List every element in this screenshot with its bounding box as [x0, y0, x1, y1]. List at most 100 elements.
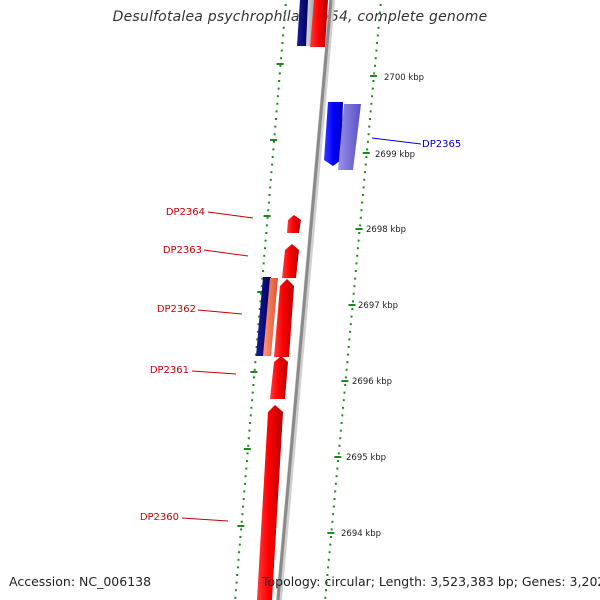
cds-dp2365-b[interactable]	[338, 104, 361, 170]
minor-tick	[341, 414, 344, 417]
minor-tick	[256, 330, 259, 333]
minor-tick	[366, 148, 369, 151]
gene-label-dp2363[interactable]: DP2363	[163, 245, 202, 256]
minor-tick	[249, 414, 252, 417]
minor-tick	[271, 163, 274, 166]
genome-summary-text: Topology: circular; Length: 3,523,383 bp…	[262, 574, 600, 589]
minor-tick	[264, 247, 266, 250]
minor-tick	[276, 95, 279, 98]
minor-tick	[250, 406, 253, 409]
minor-tick	[376, 34, 379, 37]
minor-tick	[261, 277, 264, 280]
minor-tick	[281, 42, 284, 44]
scale-label-2695: 2695 kbp	[346, 453, 386, 463]
minor-tick	[262, 270, 265, 272]
backbone	[276, 0, 333, 600]
leader-dp2362	[197, 309, 243, 315]
cds-dp2365[interactable]	[324, 102, 343, 166]
scale-label-2698: 2698 kbp	[366, 225, 406, 235]
minor-tick	[240, 528, 243, 531]
minor-tick	[258, 308, 261, 310]
minor-tick	[377, 26, 380, 29]
minor-tick	[246, 452, 249, 455]
leader-dp2364	[207, 211, 254, 219]
minor-tick	[371, 95, 374, 98]
minor-tick	[337, 460, 340, 462]
cds-dp2362-salmon[interactable]	[263, 278, 278, 356]
minor-tick	[330, 528, 333, 531]
minor-tick	[272, 148, 275, 151]
minor-tick	[332, 513, 335, 516]
gene-label-dp2362[interactable]: DP2362	[157, 304, 196, 315]
outer-tick-track	[324, 4, 382, 599]
scale-label-2700: 2700 kbp	[384, 73, 424, 83]
gene-label-dp2364[interactable]: DP2364	[166, 207, 205, 218]
major-tick	[237, 525, 245, 527]
minor-tick	[325, 589, 327, 592]
minor-tick	[352, 292, 355, 295]
gene-label-dp2365[interactable]: DP2365	[422, 139, 461, 150]
minor-tick	[365, 156, 368, 158]
minor-tick	[335, 475, 338, 478]
minor-tick	[332, 505, 335, 508]
minor-tick	[327, 558, 330, 561]
minor-tick	[265, 224, 268, 227]
minor-tick	[359, 224, 362, 227]
inner-tick-track	[234, 4, 287, 599]
minor-tick	[268, 194, 271, 196]
cds-top-navy[interactable]	[297, 0, 308, 46]
minor-tick	[282, 26, 285, 29]
minor-tick	[247, 444, 250, 447]
gene-label-dp2360[interactable]: DP2360	[140, 512, 179, 523]
minor-tick	[345, 368, 348, 371]
minor-tick	[352, 300, 354, 303]
major-tick	[250, 371, 258, 373]
minor-tick	[371, 87, 374, 90]
cds-dp2360[interactable]	[257, 405, 283, 600]
leader-dp2365	[371, 137, 422, 145]
cds-dp2362-navy[interactable]	[256, 277, 271, 356]
minor-tick	[283, 19, 286, 22]
minor-tick	[343, 391, 346, 394]
minor-tick	[368, 125, 371, 128]
minor-tick	[284, 11, 286, 14]
minor-tick	[351, 308, 354, 310]
cds-top-red[interactable]	[310, 0, 328, 47]
minor-tick	[276, 102, 279, 105]
minor-tick	[254, 361, 257, 364]
cds-dp2363[interactable]	[282, 244, 299, 278]
minor-tick	[237, 558, 240, 561]
minor-tick	[362, 186, 365, 189]
major-tick	[348, 304, 356, 306]
minor-tick	[254, 353, 257, 356]
minor-tick	[244, 482, 246, 485]
minor-tick	[249, 422, 252, 424]
minor-tick	[245, 467, 248, 470]
gene-label-dp2361[interactable]: DP2361	[150, 365, 189, 376]
major-tick	[327, 532, 335, 534]
minor-tick	[260, 285, 263, 288]
minor-tick	[349, 323, 352, 326]
minor-tick	[242, 498, 245, 500]
minor-tick	[340, 422, 343, 424]
minor-tick	[275, 110, 278, 113]
minor-tick	[326, 574, 329, 576]
minor-tick	[366, 140, 369, 143]
minor-tick	[333, 498, 336, 500]
minor-tick	[379, 4, 382, 6]
minor-tick	[278, 72, 281, 75]
cds-dp2362[interactable]	[274, 279, 294, 357]
minor-tick	[262, 262, 265, 265]
minor-tick	[344, 384, 347, 386]
minor-tick	[338, 444, 341, 447]
minor-tick	[275, 118, 277, 120]
minor-tick	[251, 399, 254, 402]
minor-tick	[251, 391, 254, 394]
minor-tick	[273, 133, 276, 136]
minor-tick	[324, 596, 327, 599]
cds-dp2364[interactable]	[287, 215, 301, 233]
cds-dp2361[interactable]	[270, 356, 288, 399]
minor-tick	[373, 72, 376, 75]
minor-tick	[236, 574, 239, 576]
